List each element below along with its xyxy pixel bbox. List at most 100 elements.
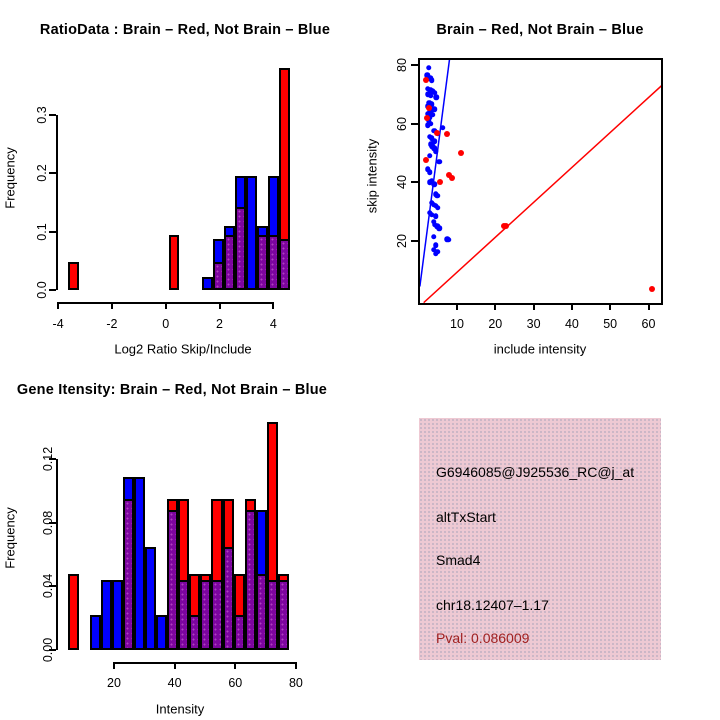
- intensity-scatter-y-tick-label: 40: [395, 175, 409, 190]
- ratio-histogram-bar: [246, 175, 258, 290]
- intensity-scatter-point-brain_red: [422, 156, 429, 163]
- ratio-histogram-x-tick: [218, 302, 221, 309]
- intensity-scatter-x-tick-label: 20: [488, 317, 503, 331]
- intensity-scatter-point-not_brain_blue: [431, 145, 437, 152]
- intensity-scatter-point-brain_red: [649, 286, 656, 293]
- gene-histogram-ylabel: Frequency: [2, 507, 18, 569]
- ratio-histogram-y-tick: [49, 172, 56, 175]
- intensity-scatter-point-brain_red: [422, 76, 429, 83]
- gene-histogram-bar-overlap: [255, 573, 267, 650]
- gene-histogram-bar: [133, 476, 146, 650]
- gene-histogram-xlabel: Intensity: [155, 701, 205, 717]
- intensity-scatter-y-tick: [411, 181, 418, 184]
- gene-histogram-bar-overlap: [211, 579, 223, 650]
- locus-text: chr18.12407–1.17: [436, 597, 549, 613]
- intensity-scatter-point-not_brain_blue: [433, 94, 440, 101]
- intensity-scatter-point-not_brain_blue: [424, 72, 430, 79]
- gene-info-box: G6946085@J925536_RC@j_at altTxStart Smad…: [419, 418, 661, 660]
- gene-histogram-x-tick-label: 40: [167, 676, 182, 690]
- scatter-plot-box: [418, 58, 663, 305]
- intensity-scatter-xlabel: include intensity: [493, 341, 587, 357]
- ratio-histogram-bar-overlap: [257, 234, 269, 290]
- intensity-scatter-point-not_brain_blue: [425, 122, 431, 129]
- intensity-scatter-point-not_brain_blue: [425, 110, 432, 117]
- ratio-histogram-y-axis-line: [56, 115, 58, 290]
- gene-histogram-title: Gene Itensity: Brain – Red, Not Brain – …: [16, 382, 328, 398]
- intensity-scatter-point-brain_red: [444, 130, 451, 137]
- gene-histogram-x-tick: [173, 662, 176, 669]
- intensity-scatter-point-not_brain_blue: [446, 237, 452, 243]
- red-fit-line: [423, 85, 661, 303]
- gene-histogram-y-axis-line: [56, 458, 58, 650]
- intensity-scatter-point-brain_red: [433, 129, 440, 136]
- probe-id-text: G6946085@J925536_RC@j_at: [436, 464, 635, 480]
- intensity-scatter-point-not_brain_blue: [433, 213, 439, 220]
- intensity-scatter-point-brain_red: [503, 222, 510, 229]
- event-type-text: altTxStart: [436, 509, 496, 525]
- intensity-scatter-point-not_brain_blue: [436, 159, 443, 165]
- gene-histogram-bar-overlap: [189, 614, 201, 650]
- ratio-histogram-bar: [168, 234, 180, 290]
- gene-histogram-bar-overlap: [233, 614, 245, 650]
- gene-histogram-bar: [145, 546, 157, 650]
- intensity-scatter-point-not_brain_blue: [431, 181, 437, 187]
- gene-histogram-y-tick: [49, 457, 56, 460]
- ratio-histogram-x-tick-label: 4: [269, 317, 277, 331]
- intensity-scatter-point-brain_red: [457, 150, 464, 157]
- gene-histogram-x-tick-label: 60: [228, 676, 243, 690]
- intensity-scatter-point-not_brain_blue: [436, 225, 443, 231]
- intensity-scatter-x-tick-label: 60: [641, 317, 656, 331]
- ratio-histogram-x-tick: [164, 302, 167, 309]
- intensity-scatter-x-tick: [456, 303, 458, 310]
- intensity-scatter-point-not_brain_blue: [431, 138, 437, 145]
- intensity-scatter-point-brain_red: [424, 114, 431, 121]
- intensity-scatter-point-not_brain_blue: [429, 112, 435, 118]
- intensity-scatter-y-tick: [411, 122, 418, 125]
- ratio-histogram-bar: [202, 277, 214, 290]
- ratio-histogram-y-tick: [49, 114, 56, 116]
- ratio-histogram-ylabel: Frequency: [2, 147, 18, 209]
- intensity-scatter-point-not_brain_blue: [427, 169, 433, 176]
- intensity-scatter-point-not_brain_blue: [428, 101, 435, 108]
- ratio-histogram-x-tick-label: -2: [106, 317, 118, 331]
- ratio-histogram-bar-overlap: [224, 234, 236, 290]
- gene-histogram-bar: [89, 614, 101, 650]
- intensity-scatter-x-tick: [647, 303, 650, 310]
- intensity-scatter-point-brain_red: [437, 178, 444, 185]
- gene-histogram-x-tick-label: 80: [288, 676, 303, 690]
- gene-histogram-bar-overlap: [266, 579, 278, 650]
- intensity-scatter-x-tick-label: 50: [603, 317, 618, 331]
- intensity-scatter-point-not_brain_blue: [425, 65, 432, 71]
- gene-histogram-bar-overlap: [178, 579, 190, 650]
- intensity-scatter-point-not_brain_blue: [430, 234, 437, 240]
- ratio-histogram-x-tick-label: 2: [216, 317, 223, 331]
- intensity-scatter-x-tick-label: 40: [564, 317, 579, 331]
- intensity-scatter-y-tick-label: 80: [395, 58, 409, 72]
- ratio-histogram-x-tick: [57, 302, 60, 309]
- intensity-scatter-point-not_brain_blue: [435, 204, 441, 211]
- intensity-scatter-x-tick: [609, 303, 612, 310]
- ratio-histogram-bar-overlap: [213, 262, 225, 290]
- gene-histogram-x-tick: [234, 662, 237, 669]
- intensity-scatter-point-not_brain_blue: [432, 89, 438, 96]
- gene-histogram-x-tick-label: 20: [107, 676, 121, 690]
- ratio-histogram-y-tick: [49, 289, 56, 291]
- gene-histogram-y-tick-label: 0.00: [41, 637, 55, 663]
- gene-histogram-x-axis-line: [112, 662, 297, 664]
- intensity-scatter-x-tick: [532, 303, 535, 310]
- blue-fit-line: [420, 60, 451, 287]
- gene-histogram-bar: [156, 614, 168, 650]
- gene-histogram-y-tick-label: 0.08: [41, 510, 55, 535]
- gene-histogram-bar-overlap: [277, 579, 289, 650]
- gene-histogram-y-tick: [49, 521, 56, 524]
- intensity-scatter-x-tick: [494, 303, 497, 310]
- intensity-scatter-point-not_brain_blue: [428, 135, 435, 142]
- intensity-scatter-point-not_brain_blue: [428, 77, 435, 84]
- gene-histogram-bar-overlap: [200, 579, 212, 650]
- intensity-scatter-point-not_brain_blue: [427, 179, 433, 186]
- intensity-scatter-point-brain_red: [449, 174, 456, 181]
- gene-histogram-bar: [67, 573, 79, 650]
- ratio-histogram-bar-overlap: [268, 234, 280, 290]
- ratio-histogram-xlabel: Log2 Ratio Skip/Include: [114, 341, 252, 357]
